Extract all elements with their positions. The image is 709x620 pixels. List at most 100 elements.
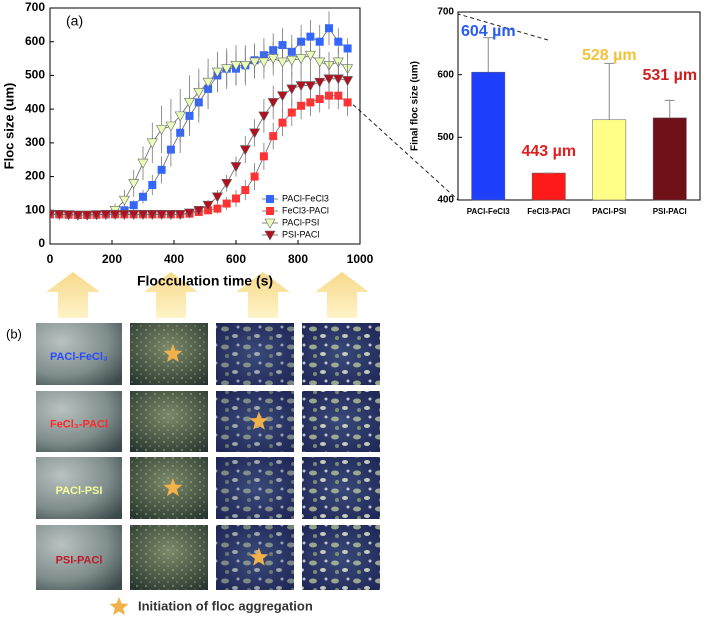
- data-point: [267, 54, 279, 65]
- data-point: [304, 81, 316, 92]
- star-icon: [109, 597, 129, 615]
- data-point: [165, 210, 177, 220]
- data-point: [306, 32, 315, 41]
- data-point: [276, 57, 289, 68]
- photo-texture: [130, 525, 208, 590]
- star-icon: [249, 411, 269, 430]
- x-tick-label: 600: [226, 252, 246, 266]
- y-tick-label: 500: [25, 68, 45, 82]
- data-point: [183, 208, 196, 219]
- data-point: [128, 179, 140, 189]
- legend-marker: [266, 207, 274, 215]
- data-point: [342, 76, 354, 87]
- data-point: [278, 118, 287, 127]
- data-point: [304, 50, 316, 61]
- data-point: [297, 101, 306, 110]
- data-point: [221, 179, 233, 189]
- data-point: [315, 37, 324, 46]
- bar: [531, 172, 566, 201]
- data-point: [295, 54, 307, 65]
- data-point: [156, 125, 168, 135]
- photo-texture: [302, 457, 380, 519]
- data-point: [286, 55, 298, 66]
- legend-label: PACl-FeCl3: [282, 193, 329, 203]
- photo-texture: [302, 525, 380, 590]
- value-label: 443 µm: [521, 143, 576, 160]
- data-point: [230, 61, 242, 71]
- photo: [36, 323, 122, 385]
- data-point: [258, 111, 270, 122]
- bar: [652, 117, 687, 201]
- data-point: [193, 87, 205, 98]
- data-point: [239, 145, 251, 156]
- y-tick-label: 600: [437, 69, 454, 80]
- data-point: [249, 57, 261, 68]
- data-point: [323, 74, 335, 85]
- photo-texture: [216, 457, 294, 519]
- data-point: [241, 186, 250, 195]
- data-point: [213, 204, 222, 213]
- data-point: [314, 57, 326, 68]
- arrows: [46, 272, 369, 318]
- connector: [347, 99, 459, 201]
- photo-texture: [302, 323, 380, 385]
- legend-marker: [264, 230, 276, 241]
- data-point: [109, 210, 121, 220]
- data-point: [128, 210, 140, 220]
- connector: [457, 13, 549, 41]
- data-point: [137, 210, 149, 220]
- y-tick-label: 0: [38, 236, 45, 250]
- y-tick-label: 400: [437, 195, 454, 206]
- photo-texture: [216, 323, 294, 385]
- x-tick-label: 800: [288, 252, 308, 266]
- data-point: [250, 172, 259, 181]
- row-label: PACl-PSI: [56, 485, 103, 497]
- data-point: [156, 210, 168, 220]
- data-point: [139, 192, 147, 201]
- data-point: [230, 162, 242, 173]
- data-point: [343, 44, 352, 53]
- x-tick-label: 0: [47, 252, 54, 266]
- value-label: 528 µm: [582, 47, 637, 64]
- legend-label: PSI-PACl: [282, 229, 319, 239]
- bar: [471, 71, 506, 201]
- y-tick-label: 600: [25, 34, 45, 48]
- photo-grid: PACl-FeCl₃ FeCl₃-PACl PACl-PSI PSI-PACl: [36, 323, 380, 590]
- y-tick-label: 700: [437, 7, 454, 18]
- data-point: [232, 194, 240, 203]
- data-point: [259, 152, 268, 161]
- legend-label: PACl-PSI: [282, 217, 319, 227]
- photo: [36, 457, 122, 519]
- x-tick-label: 200: [102, 252, 122, 266]
- data-point: [50, 210, 56, 220]
- data-point: [118, 210, 130, 220]
- y-axis-label: Floc size (um): [1, 83, 16, 170]
- legend-marker: [266, 195, 274, 203]
- data-point: [286, 84, 298, 95]
- row-label: PSI-PACl: [56, 554, 103, 566]
- data-point: [258, 57, 270, 68]
- y-tick-label: 300: [25, 135, 45, 149]
- x-tick-label: PACl-FeCl3: [467, 207, 511, 216]
- data-point: [118, 195, 130, 206]
- data-point: [174, 111, 186, 122]
- data-point: [81, 210, 93, 221]
- y-tick-label: 200: [25, 169, 45, 183]
- data-point: [222, 199, 231, 208]
- photo: [36, 525, 122, 590]
- x-tick-label: FeCl3-PACl: [527, 207, 570, 216]
- plot-frame: [457, 11, 701, 201]
- x-tick-label: PSI-PACl: [653, 207, 687, 216]
- y-tick-label: 700: [25, 0, 45, 14]
- data-point: [332, 74, 344, 85]
- bar: [592, 119, 627, 201]
- legend-label: FeCl3-PACl: [282, 205, 329, 215]
- data-point: [137, 158, 149, 169]
- y-axis-label: Final floc size (um): [410, 61, 421, 151]
- star-icon: [249, 547, 269, 566]
- data-point: [267, 98, 279, 109]
- data-point: [53, 210, 65, 220]
- data-point: [100, 210, 112, 220]
- data-point: [157, 165, 166, 174]
